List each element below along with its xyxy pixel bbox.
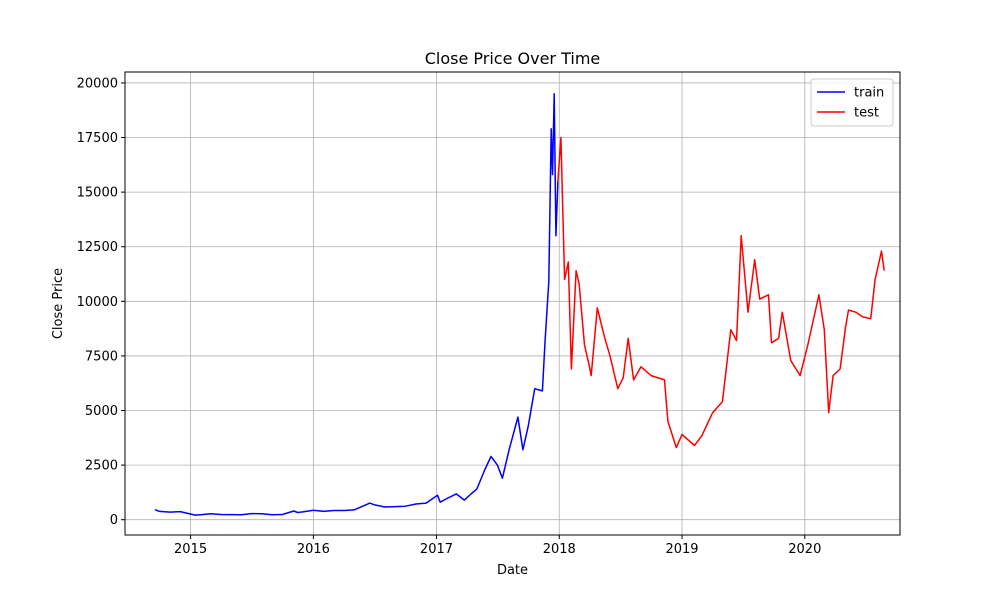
x-tick-label: 2015 <box>174 542 207 557</box>
x-tick-label: 2020 <box>788 542 821 557</box>
y-axis: 0 2500 5000 7500 10000 12500 15000 17500 20000 <box>77 76 125 528</box>
y-tick-label: 0 <box>110 513 118 528</box>
y-tick-label: 5000 <box>85 404 118 419</box>
plot-frame <box>124 71 901 536</box>
y-tick-label: 12500 <box>77 240 118 255</box>
y-tick-label: 17500 <box>77 131 118 146</box>
y-tick-label: 2500 <box>85 459 118 474</box>
x-tick-label: 2019 <box>665 542 698 557</box>
grid <box>125 72 900 535</box>
y-tick-label: 7500 <box>85 349 118 364</box>
y-tick-label: 10000 <box>77 295 118 310</box>
series-line-train <box>154 93 559 516</box>
x-tick-label: 2017 <box>420 542 453 557</box>
y-tick-label: 20000 <box>77 76 118 91</box>
x-tick-label: 2016 <box>297 542 330 557</box>
y-tick-label: 15000 <box>77 186 118 201</box>
legend-box <box>810 78 894 127</box>
series-layer <box>154 93 885 516</box>
x-axis-title: Date <box>497 563 528 578</box>
legend-label-train: train <box>854 86 884 101</box>
legend-label-test: test <box>854 106 879 121</box>
chart-title: Close Price Over Time <box>425 49 601 68</box>
legend: train test <box>810 78 894 127</box>
series-line-test <box>557 136 885 449</box>
x-axis: 2015 2016 2017 2018 2019 2020 <box>174 535 821 557</box>
x-tick-label: 2018 <box>543 542 576 557</box>
y-axis-title: Close Price <box>51 268 66 339</box>
